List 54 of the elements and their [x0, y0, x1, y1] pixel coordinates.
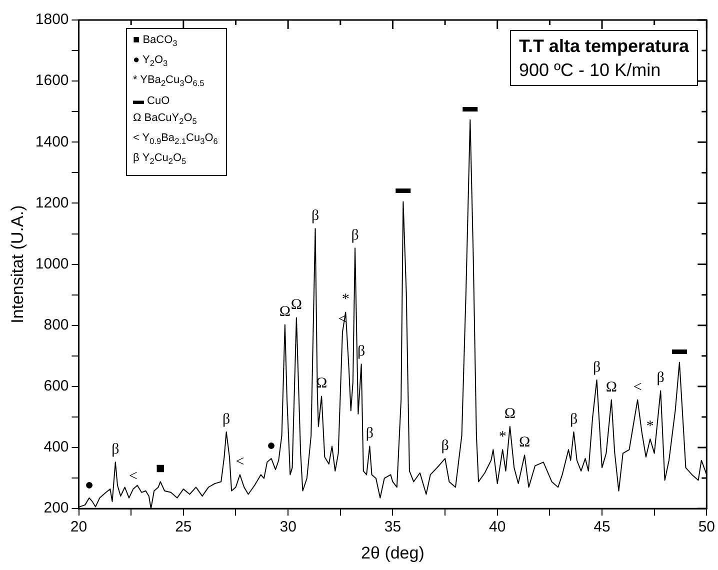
- x-tick-label: 25: [175, 518, 192, 536]
- y-axis-title: Intensitat (U.A.): [8, 205, 27, 324]
- annotation: <: [128, 468, 138, 484]
- y-tick-label: 200: [44, 500, 69, 517]
- annotation: Ω: [279, 304, 291, 320]
- annotation: β: [366, 426, 374, 442]
- annotation: ● Y$_{2}$O$_{3}$: [133, 53, 169, 70]
- annotation: ●: [84, 477, 94, 494]
- text: 900 ºC - 10 K/min: [518, 59, 662, 82]
- annotation: <: [236, 454, 244, 470]
- annotation: Ω: [290, 297, 302, 314]
- annotation: Ω: [504, 406, 516, 422]
- annotation: β: [311, 208, 320, 224]
- y-tick-label: 1000: [35, 255, 69, 272]
- annotation: Ω: [518, 434, 530, 451]
- x-tick-label: 50: [698, 518, 715, 536]
- x-tick-label: 30: [280, 518, 296, 536]
- annotation: Ω: [606, 379, 618, 396]
- annotation: ▬ CuO: [133, 94, 171, 109]
- annotation: * YBa$_{2}$Cu$_{3}$O$_{6.5}$: [133, 73, 206, 91]
- annotation: β: [222, 411, 230, 428]
- annotation: β: [112, 442, 120, 458]
- x-axis-title: 2θ (deg): [361, 543, 424, 562]
- y-tick-label: 1600: [35, 72, 69, 90]
- annotation: β Y$_{2}$Cu$_{2}$O$_{5}$: [133, 150, 188, 168]
- annotation: < Y$_{0.9}$Ba$_{2.1}$Cu$_{3}$O$_{6}$: [133, 130, 218, 148]
- y-tick-label: 600: [44, 378, 69, 395]
- annotation: β: [358, 344, 366, 360]
- annotation: β: [656, 370, 664, 386]
- y-tick-label: 1400: [35, 133, 69, 150]
- y-tick-label: 1200: [35, 194, 69, 212]
- annotation: β: [351, 228, 359, 244]
- y-tick-label: 400: [44, 438, 69, 456]
- annotation: *: [646, 418, 654, 434]
- annotation: β: [592, 359, 601, 376]
- annotation: ▬: [396, 181, 411, 198]
- annotation: β: [441, 438, 449, 454]
- annotation: ▬: [462, 99, 478, 116]
- annotation: ■: [156, 461, 165, 478]
- annotation: β: [570, 411, 578, 428]
- x-tick-label: 40: [489, 518, 506, 536]
- annotation: Ω BaCuY$_{2}$O$_{5}$: [133, 110, 198, 128]
- annotation: *: [498, 429, 506, 446]
- text: T.T alta temperatura: [518, 35, 689, 58]
- annotation: *: [342, 292, 350, 308]
- x-tick-label: 45: [594, 518, 610, 536]
- x-tick-label: 20: [70, 518, 88, 536]
- y-tick-label: 800: [44, 316, 69, 334]
- annotation: ▬: [672, 342, 687, 358]
- x-tick-label: 35: [384, 518, 402, 536]
- annotation: ■ BaCO$_{3}$: [133, 33, 178, 50]
- annotation: ●: [266, 438, 276, 454]
- y-tick-label: 1800: [35, 11, 69, 28]
- annotation: <: [633, 379, 642, 396]
